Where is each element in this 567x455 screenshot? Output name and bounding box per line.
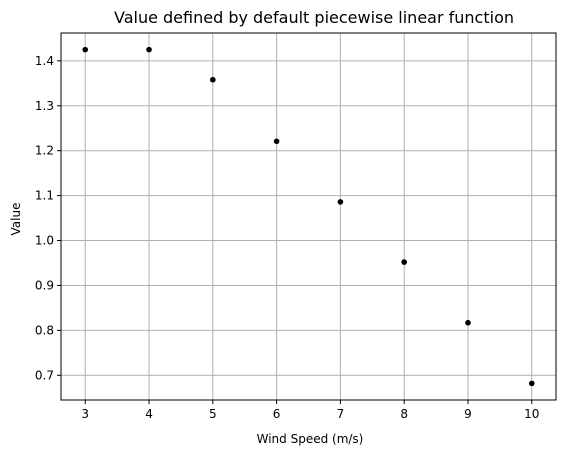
x-tick-label: 7 <box>337 407 345 421</box>
x-tick-label: 5 <box>209 407 217 421</box>
y-tick-label: 1.4 <box>35 54 54 68</box>
x-tick-label: 6 <box>273 407 281 421</box>
y-tick-label: 1.2 <box>35 144 54 158</box>
y-axis-label: Value <box>9 203 23 236</box>
data-point <box>273 138 280 145</box>
data-point <box>401 259 407 265</box>
x-tick-label: 3 <box>81 407 89 421</box>
data-point <box>465 319 471 326</box>
x-axis-label: Wind Speed (m/s) <box>257 432 364 446</box>
x-tick-label: 9 <box>464 407 472 421</box>
axis-ticks: 3 4 5 6 7 8 9 10 0.7 0.8 0.9 1.0 1.1 1.2 1.3 1.4 <box>35 54 539 421</box>
plot-frame <box>60 32 557 401</box>
data-point <box>146 46 152 53</box>
data-point <box>337 199 344 205</box>
data-point <box>528 380 535 387</box>
y-tick-label: 0.7 <box>35 368 54 382</box>
x-tick-label: 10 <box>524 407 539 421</box>
y-tick-label: 0.8 <box>35 323 54 337</box>
y-tick-label: 1.0 <box>35 234 54 248</box>
x-tick-label: 4 <box>145 407 153 421</box>
data-points <box>82 46 535 387</box>
data-point <box>82 46 89 53</box>
y-tick-label: 1.1 <box>35 189 54 203</box>
grid-lines <box>61 33 556 400</box>
y-tick-label: 0.9 <box>35 278 54 292</box>
y-tick-label: 1.3 <box>35 99 54 113</box>
chart-title: Value defined by default piecewise linea… <box>114 8 514 27</box>
data-point <box>210 76 216 83</box>
x-tick-label: 8 <box>400 407 408 421</box>
